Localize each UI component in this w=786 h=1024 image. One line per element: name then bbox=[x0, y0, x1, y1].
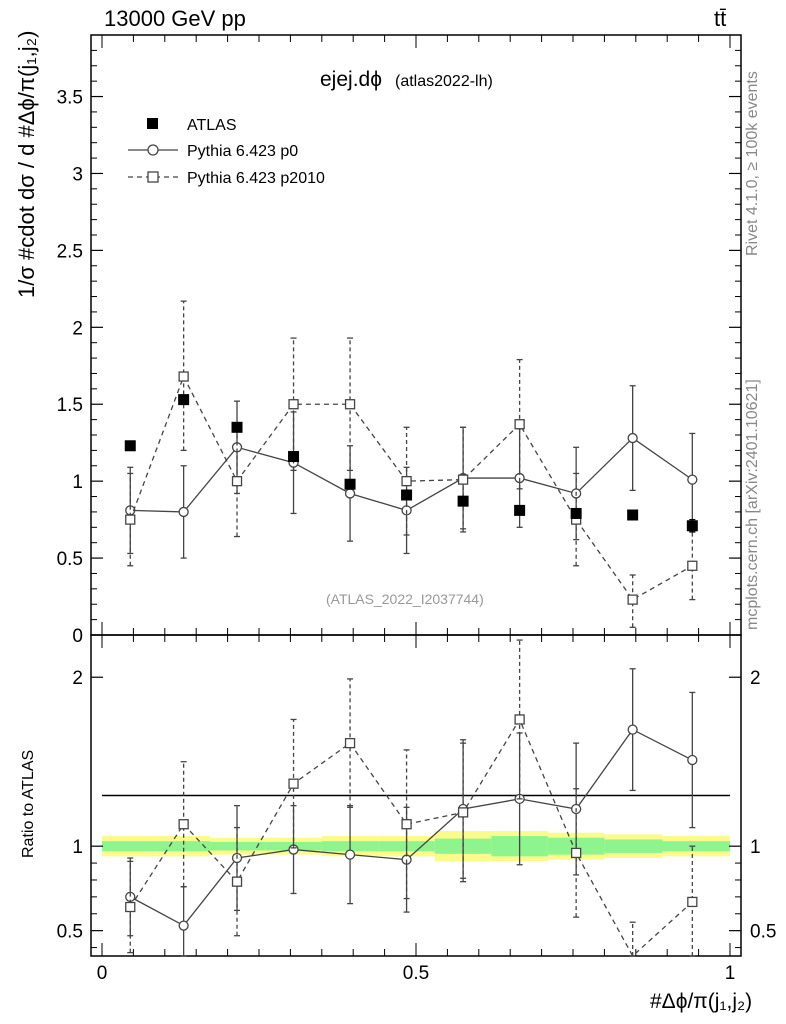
main-atlas-point bbox=[288, 451, 300, 463]
main-p2010-point bbox=[231, 476, 243, 487]
main-ytick-label: 1 bbox=[72, 472, 83, 493]
main-atlas-point bbox=[124, 440, 136, 452]
xtick-label: 0 bbox=[97, 963, 108, 984]
main-p2010-point bbox=[178, 371, 189, 382]
main-p2010-point bbox=[627, 594, 638, 605]
ratio-p2010-point bbox=[344, 737, 356, 749]
ratio-ytick-label: 2 bbox=[72, 668, 83, 689]
x-axis-label: #Δϕ/π(j₁,j₂) bbox=[650, 990, 752, 1013]
main-p2010-point bbox=[457, 474, 469, 485]
analysis-watermark: (ATLAS_2022_I2037744) bbox=[326, 591, 484, 607]
main-p2010-point bbox=[401, 476, 412, 487]
ratio-p0-point bbox=[687, 754, 698, 766]
ratio-p2010-point bbox=[125, 901, 136, 913]
main-ytick-label: 2 bbox=[72, 318, 83, 339]
main-p2010-line bbox=[129, 374, 693, 601]
main-atlas-point bbox=[401, 489, 413, 501]
ratio-p0-point bbox=[344, 849, 356, 860]
ratio-band-inner bbox=[662, 841, 730, 852]
ratio-band-inner bbox=[156, 841, 211, 852]
main-atlas-point bbox=[178, 394, 190, 406]
ratio-p2010-point bbox=[231, 876, 243, 887]
main-atlas-point bbox=[457, 495, 469, 507]
ratio-p2010-point bbox=[514, 714, 525, 725]
legend-label-atlas: ATLAS bbox=[187, 117, 237, 134]
main-p0-line bbox=[130, 437, 693, 513]
main-ytick-label: 2.5 bbox=[57, 241, 83, 262]
ratio-p2010-point bbox=[178, 819, 189, 830]
main-ytick-label: 1.5 bbox=[57, 395, 83, 416]
main-atlas-point bbox=[514, 504, 526, 516]
main-p0-point bbox=[344, 488, 356, 499]
legend-label-p2010: Pythia 6.423 p2010 bbox=[187, 170, 325, 187]
main-p2010-point bbox=[288, 399, 299, 410]
ratio-ytick-label: 1 bbox=[72, 837, 83, 858]
ratio-band-inner bbox=[102, 841, 157, 852]
main-p2010-point bbox=[514, 419, 525, 430]
ratio-p2010-point bbox=[288, 778, 299, 789]
ratio-p2010-point bbox=[687, 896, 698, 908]
ratio-p2010-point bbox=[570, 847, 582, 859]
main-ytick-label: 3.5 bbox=[57, 88, 83, 109]
ratio-band-inner bbox=[604, 839, 663, 853]
main-atlas-point bbox=[627, 509, 639, 521]
main-p0-point bbox=[178, 506, 189, 518]
chart-subtitle: (atlas2022-lh) bbox=[395, 73, 493, 90]
main-ytick-label: 0.5 bbox=[57, 549, 83, 570]
legend-marker-p2010 bbox=[147, 171, 159, 183]
main-ytick-label: 3 bbox=[72, 164, 83, 185]
ratio-band-inner bbox=[210, 841, 266, 851]
ratio-ytick-label-right: 2 bbox=[750, 668, 761, 689]
main-p0-point bbox=[627, 432, 638, 444]
main-p2010-point bbox=[344, 399, 356, 410]
ratio-p2010-point bbox=[457, 807, 469, 818]
legend-label-p0: Pythia 6.423 p0 bbox=[187, 143, 298, 160]
main-atlas-point bbox=[344, 478, 356, 490]
ratio-p0-point bbox=[627, 724, 638, 735]
main-atlas-point bbox=[570, 507, 582, 519]
ratio-uncertainty-bands bbox=[102, 830, 730, 862]
ratio-ytick-label-right: 1 bbox=[750, 837, 761, 858]
xtick-label: 1 bbox=[725, 963, 736, 984]
axis-ticks: 0.5 1 1.5 2 2.5 3 3.5 0 0.5 0.5 1 1 2 2 0 0.5 1 bbox=[57, 35, 776, 984]
ratio-ytick-label: 0.5 bbox=[57, 922, 83, 943]
legend: ATLAS Pythia 6.423 p0 Pythia 6.423 p2010 bbox=[128, 117, 325, 187]
ratio-ytick-label-right: 0.5 bbox=[750, 922, 776, 943]
main-ytick-label-zero: 0 bbox=[72, 626, 83, 647]
chart-marks bbox=[124, 300, 698, 958]
ratio-p2010-point bbox=[401, 819, 412, 830]
legend-marker-p0 bbox=[147, 144, 159, 156]
chart-title: ejej.dϕ bbox=[320, 68, 382, 91]
main-p2010-point bbox=[125, 514, 136, 525]
main-atlas-point bbox=[686, 520, 698, 532]
legend-marker-atlas bbox=[147, 118, 158, 129]
header-left: 13000 GeV pp bbox=[104, 6, 246, 31]
ratio-p0-point bbox=[178, 920, 189, 931]
main-p2010-point bbox=[687, 560, 698, 571]
header-right: tt̄ bbox=[714, 6, 727, 31]
main-atlas-point bbox=[231, 421, 243, 433]
xtick-label: 0.5 bbox=[403, 963, 429, 984]
main-p0-point bbox=[687, 474, 698, 485]
